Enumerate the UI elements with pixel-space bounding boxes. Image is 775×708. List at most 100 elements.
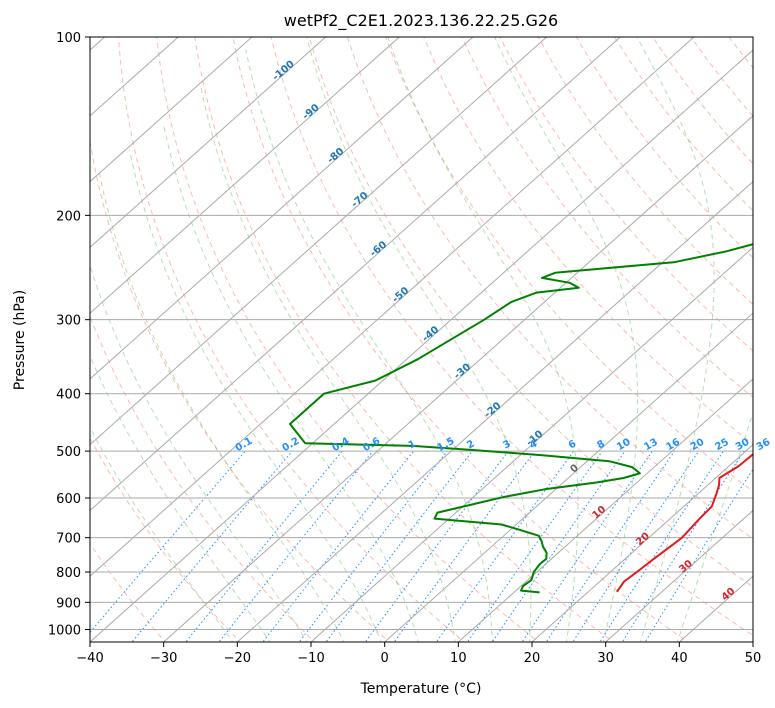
x-tick-label: 40 bbox=[671, 651, 688, 666]
y-tick-label: 200 bbox=[56, 209, 81, 224]
isotherm bbox=[237, 180, 753, 642]
x-tick-label: 30 bbox=[597, 651, 614, 666]
moist-adiabat bbox=[90, 263, 308, 642]
isotherm bbox=[90, 37, 695, 577]
mixing-ratio-label: 8 bbox=[595, 438, 607, 451]
isotherm-label: -50 bbox=[390, 285, 411, 305]
isotherm bbox=[531, 444, 753, 642]
isotherm bbox=[90, 37, 253, 183]
moist-adiabat bbox=[245, 49, 493, 642]
moist-adiabat bbox=[636, 37, 715, 642]
mixing-ratio-line bbox=[218, 450, 374, 642]
y-tick-label: 800 bbox=[56, 566, 81, 581]
mixing-ratio-line bbox=[435, 450, 575, 642]
mixing-ratio-line bbox=[364, 450, 509, 642]
dewpoint-line bbox=[289, 243, 753, 594]
line-labels: 0.1 0.2 0.4 0.6 1 1.5 2 3 4 6 8 10 13 16 20 25 30 36-100-… bbox=[234, 59, 773, 604]
dry-adiabat bbox=[232, 37, 690, 642]
sounding-lines bbox=[289, 243, 753, 594]
dry-adiabat bbox=[537, 37, 753, 305]
mixing-ratio-label: 4 bbox=[528, 438, 540, 451]
mixing-ratio-label: 6 bbox=[567, 438, 579, 451]
dry-adiabat bbox=[308, 37, 753, 588]
mixing-ratio-line bbox=[599, 450, 724, 642]
x-tick-label: 20 bbox=[524, 651, 541, 666]
x-tick-label: 10 bbox=[450, 651, 467, 666]
isotherm-label: -80 bbox=[325, 146, 346, 166]
isotherm bbox=[605, 509, 753, 642]
mixing-ratio-label: 36 bbox=[755, 437, 773, 454]
background-grid bbox=[90, 37, 753, 642]
mixing-ratio-line bbox=[491, 450, 626, 642]
x-tick-label: −40 bbox=[76, 651, 103, 666]
mixing-ratio-label: 1 bbox=[407, 438, 419, 451]
moist-adiabat bbox=[129, 149, 382, 642]
y-tick-label: 100 bbox=[56, 31, 81, 46]
mixing-ratio-line bbox=[393, 450, 536, 642]
isotherm-label: -90 bbox=[301, 102, 322, 122]
isotherm-label: -20 bbox=[483, 400, 504, 420]
isotherm bbox=[384, 312, 753, 642]
dry-adiabat bbox=[499, 37, 753, 352]
y-tick-label: 400 bbox=[56, 388, 81, 403]
isotherm bbox=[310, 246, 753, 642]
isotherm-label: -100 bbox=[271, 59, 297, 84]
dry-adiabat bbox=[652, 37, 753, 165]
temperature-line bbox=[616, 453, 753, 593]
isotherm bbox=[90, 37, 621, 512]
mixing-ratio-line bbox=[298, 450, 448, 642]
moist-adiabat bbox=[387, 37, 579, 642]
x-tick-label: 0 bbox=[381, 651, 389, 666]
isotherm bbox=[90, 37, 547, 446]
isotherm-label: -70 bbox=[350, 190, 371, 210]
y-axis-label: Pressure (hPa) bbox=[12, 290, 28, 390]
isotherm-label: -40 bbox=[420, 324, 441, 344]
mixing-ratio-line bbox=[521, 450, 653, 642]
dry-adiabat bbox=[385, 37, 753, 493]
mixing-ratio-line bbox=[545, 450, 675, 642]
isotherm bbox=[90, 49, 753, 642]
mixing-ratio-line bbox=[644, 468, 753, 642]
mixing-ratio-label: 3 bbox=[501, 438, 513, 451]
warm-isotherm-label: 10 bbox=[591, 504, 609, 521]
dry-adiabat bbox=[117, 37, 465, 642]
moist-adiabat bbox=[99, 173, 345, 642]
plot-frame bbox=[89, 36, 754, 643]
warm-isotherm-label: 40 bbox=[720, 586, 738, 603]
moist-adiabat bbox=[90, 354, 271, 642]
dry-adiabat bbox=[90, 314, 316, 642]
warm-isotherm-label: 20 bbox=[634, 531, 652, 548]
x-tick-label: −10 bbox=[297, 651, 324, 666]
isotherm bbox=[458, 378, 753, 642]
y-tick-label: 600 bbox=[56, 492, 81, 507]
dry-adiabat bbox=[690, 37, 753, 117]
mixing-ratio-line bbox=[185, 450, 343, 642]
isotherm bbox=[679, 575, 753, 642]
isotherm-label: -10 bbox=[525, 429, 546, 449]
mixing-ratio-line bbox=[90, 450, 246, 634]
isotherm bbox=[90, 37, 400, 314]
dry-adiabat bbox=[461, 37, 753, 399]
mixing-ratio-label: 2 bbox=[465, 438, 477, 451]
x-tick-label: 50 bbox=[745, 651, 762, 666]
y-tick-label: 500 bbox=[56, 445, 81, 460]
x-axis-label: Temperature (°C) bbox=[360, 681, 482, 697]
x-tick-label: −30 bbox=[150, 651, 177, 666]
dry-adiabat bbox=[90, 137, 391, 642]
moist-adiabat bbox=[676, 411, 753, 642]
warm-isotherm-label: 30 bbox=[677, 558, 695, 575]
dry-adiabat bbox=[194, 37, 615, 642]
y-tick-label: 700 bbox=[56, 532, 81, 547]
moist-adiabat bbox=[199, 83, 456, 642]
chart-title: wetPf2_C2E1.2023.136.22.25.G26 bbox=[284, 11, 558, 31]
moist-adiabat bbox=[306, 37, 532, 642]
warm-isotherm-label: 0 bbox=[568, 463, 580, 476]
isotherm-label: -60 bbox=[368, 239, 389, 259]
isotherm-label: -30 bbox=[452, 362, 473, 382]
moist-adiabat bbox=[162, 123, 419, 642]
moist-adiabat bbox=[494, 37, 639, 642]
mixing-ratio-line bbox=[572, 450, 700, 642]
y-tick-label: 300 bbox=[56, 314, 81, 329]
y-tick-label: 1000 bbox=[48, 623, 81, 638]
axes: −40 −30 −20 −10 0 10 20 30 40 5010020030040050060… bbox=[48, 31, 761, 666]
